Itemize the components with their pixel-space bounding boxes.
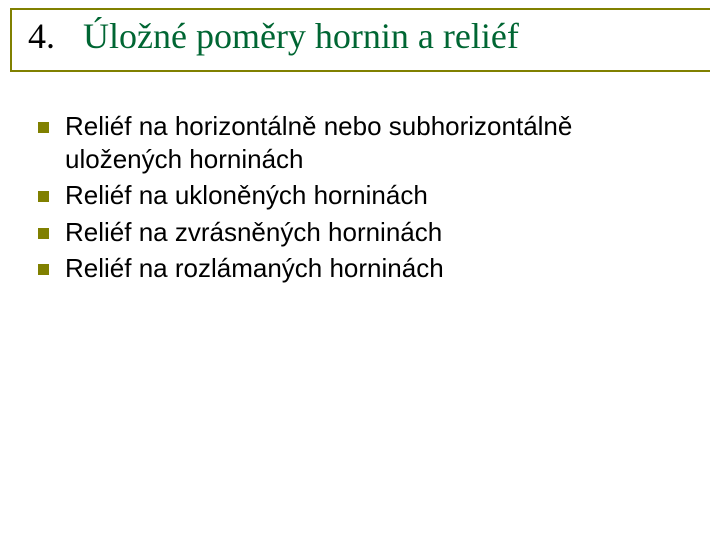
list-item-text: Reliéf na ukloněných horninách: [65, 179, 428, 212]
header-rule-bottom: [10, 70, 710, 72]
slide-body: Reliéf na horizontálně nebo subhorizontá…: [38, 110, 680, 289]
list-item: Reliéf na horizontálně nebo subhorizontá…: [38, 110, 680, 175]
square-bullet-icon: [38, 122, 49, 133]
header-rule-top: [10, 8, 710, 10]
title-text: Úložné poměry hornin a reliéf: [83, 18, 519, 54]
list-item-text: Reliéf na zvrásněných horninách: [65, 216, 442, 249]
square-bullet-icon: [38, 191, 49, 202]
list-item-text: Reliéf na rozlámaných horninách: [65, 252, 444, 285]
list-item-text: Reliéf na horizontálně nebo subhorizontá…: [65, 110, 680, 175]
list-item: Reliéf na rozlámaných horninách: [38, 252, 680, 285]
header-vertical-tick: [10, 8, 12, 72]
square-bullet-icon: [38, 264, 49, 275]
title-number: 4.: [28, 18, 55, 54]
list-item: Reliéf na ukloněných horninách: [38, 179, 680, 212]
list-item: Reliéf na zvrásněných horninách: [38, 216, 680, 249]
slide-title: 4. Úložné poměry hornin a reliéf: [28, 18, 519, 54]
square-bullet-icon: [38, 228, 49, 239]
slide: 4. Úložné poměry hornin a reliéf Reliéf …: [0, 0, 720, 540]
